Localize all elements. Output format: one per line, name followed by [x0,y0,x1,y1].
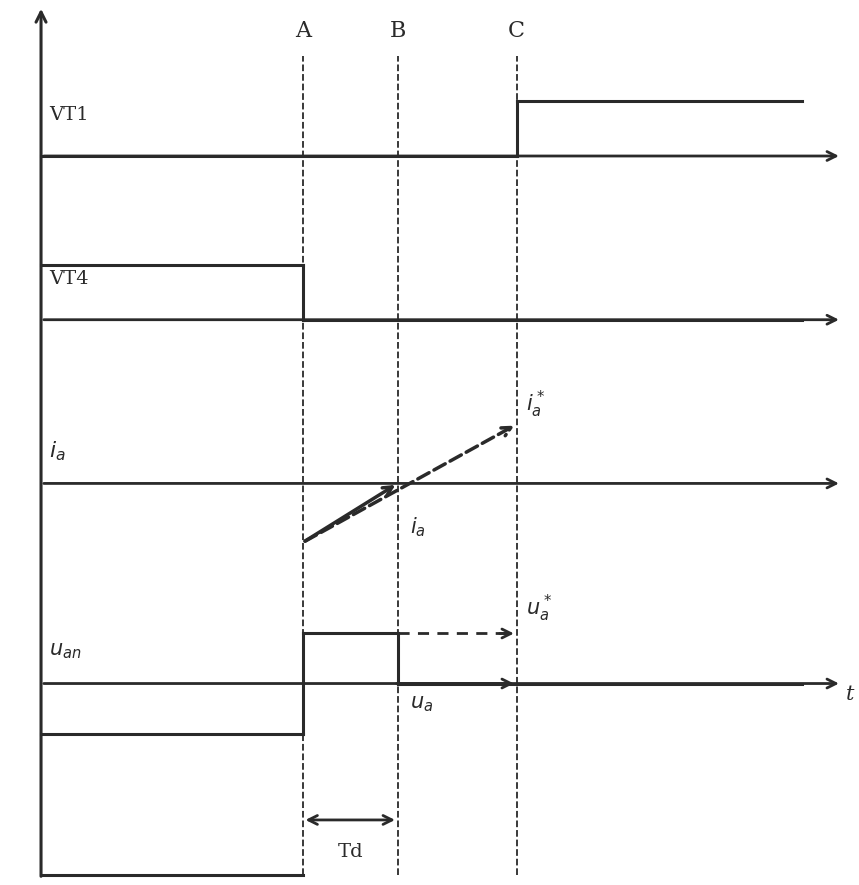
Text: VT4: VT4 [49,270,88,288]
Text: $i_a^*$: $i_a^*$ [527,389,545,419]
Text: $u_{an}$: $u_{an}$ [49,642,82,661]
Text: $u_a$: $u_a$ [410,695,433,714]
Text: Td: Td [338,843,363,861]
Text: A: A [295,20,311,42]
Text: $i_a$: $i_a$ [49,440,65,464]
Text: t: t [846,685,854,704]
Text: $u_a^*$: $u_a^*$ [527,593,552,625]
Text: VT1: VT1 [49,106,88,124]
Text: B: B [390,20,406,42]
Text: C: C [509,20,525,42]
Text: $i_a$: $i_a$ [410,515,425,539]
